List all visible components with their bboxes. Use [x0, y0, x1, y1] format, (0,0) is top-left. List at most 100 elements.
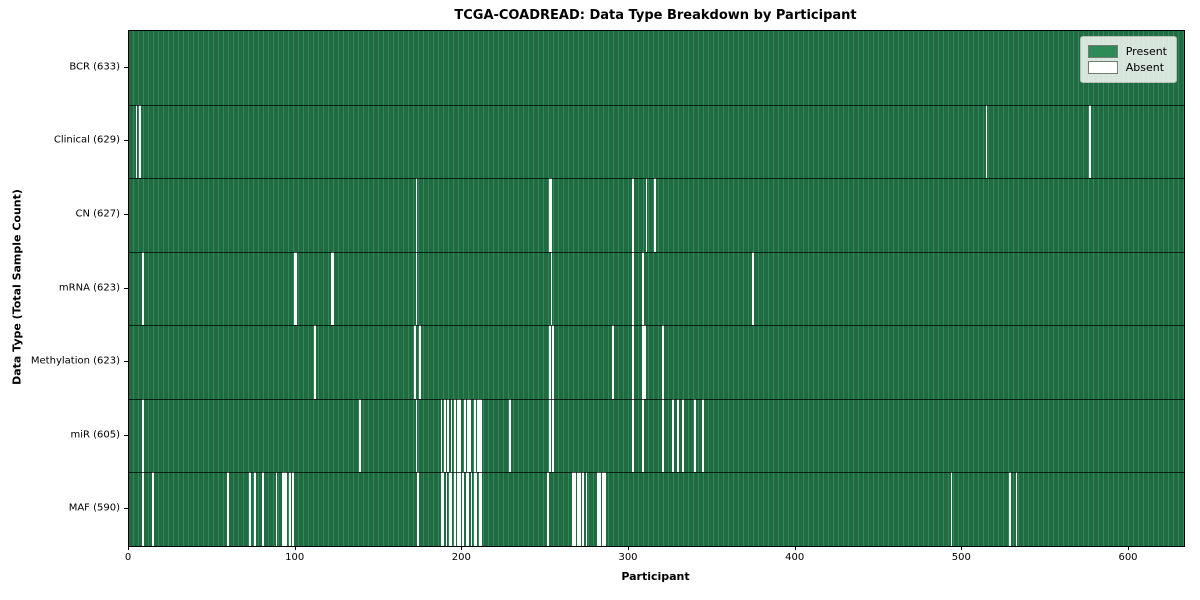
absent-stripe — [752, 251, 755, 326]
absent-stripe — [479, 398, 481, 473]
absent-stripe — [139, 104, 141, 179]
row-mrna — [129, 251, 1184, 326]
y-tick-mark — [124, 213, 128, 215]
absent-stripe — [549, 178, 551, 252]
absent-stripe — [359, 398, 361, 473]
absent-stripe — [645, 178, 648, 252]
row-separator — [129, 398, 1184, 400]
absent-stripe — [142, 251, 145, 326]
absent-stripe — [295, 251, 298, 326]
absent-stripe — [440, 398, 443, 473]
absent-stripe — [579, 472, 581, 546]
absent-stripe — [642, 251, 645, 326]
absent-stripe — [314, 325, 316, 399]
absent-stripe — [454, 398, 456, 473]
absent-stripe — [457, 472, 460, 546]
absent-stripe — [597, 472, 600, 546]
absent-stripe — [480, 472, 483, 546]
absent-stripe — [289, 472, 291, 546]
absent-stripe — [275, 472, 278, 546]
absent-stripe — [552, 398, 555, 473]
present-swatch-icon — [1087, 45, 1118, 58]
row-separator — [129, 251, 1184, 253]
absent-stripe — [1015, 472, 1018, 546]
absent-stripe — [474, 398, 476, 473]
row-separator — [129, 178, 1184, 180]
absent-stripe — [332, 251, 335, 326]
absent-stripe — [414, 325, 416, 399]
absent-stripe — [549, 325, 551, 399]
y-tick-label-bcr: BCR (633) — [69, 61, 120, 73]
absent-stripe — [465, 472, 468, 546]
x-tick-mark — [461, 546, 463, 550]
absent-stripe — [662, 398, 665, 473]
absent-stripe — [415, 398, 418, 473]
absent-stripe — [479, 472, 481, 546]
x-tick-label-600: 600 — [1118, 552, 1138, 563]
absent-stripe — [294, 251, 296, 326]
absent-stripe — [254, 472, 256, 546]
legend-label-present: Present — [1125, 45, 1167, 58]
x-tick-mark — [1128, 546, 1129, 550]
absent-stripe — [292, 472, 295, 546]
x-tick-mark — [794, 546, 796, 550]
absent-stripe — [1089, 104, 1091, 179]
row-maf — [129, 472, 1184, 546]
absent-stripe — [642, 325, 645, 399]
absent-stripe — [632, 325, 635, 399]
absent-stripe — [550, 178, 553, 252]
absent-stripe — [702, 398, 705, 473]
legend: Present Absent — [1079, 36, 1177, 83]
absent-stripe — [142, 398, 145, 473]
absent-stripe — [474, 472, 476, 546]
absent-stripe — [417, 472, 420, 546]
absent-stripe — [419, 325, 421, 399]
absent-stripe — [262, 472, 265, 546]
legend-item-absent: Absent — [1087, 61, 1167, 74]
absent-stripe — [604, 472, 606, 546]
absent-stripe — [602, 472, 605, 546]
absent-stripe — [694, 398, 696, 473]
absent-stripe — [415, 251, 418, 326]
y-tick-mark — [124, 66, 128, 68]
absent-stripe — [459, 472, 461, 546]
absent-stripe — [950, 472, 953, 546]
absent-swatch-icon — [1087, 61, 1118, 74]
row-cn — [129, 178, 1184, 252]
absent-stripe — [1009, 472, 1011, 546]
y-tick-label-maf: MAF (590) — [68, 502, 120, 514]
absent-stripe — [227, 472, 230, 546]
absent-stripe — [644, 325, 646, 399]
absent-stripe — [654, 178, 656, 252]
absent-stripe — [469, 398, 471, 473]
y-tick-mark — [124, 287, 128, 289]
x-tick-mark — [961, 546, 963, 550]
absent-stripe — [577, 472, 580, 546]
absent-stripe — [572, 472, 575, 546]
absent-stripe — [284, 472, 286, 546]
absent-stripe — [454, 472, 456, 546]
absent-stripe — [330, 251, 333, 326]
x-tick-mark — [628, 546, 629, 550]
absent-stripe — [632, 251, 635, 326]
absent-stripe — [285, 472, 288, 546]
absent-stripe — [582, 472, 585, 546]
absent-stripe — [442, 472, 445, 546]
absent-stripe — [475, 472, 478, 546]
y-tick-mark — [124, 361, 128, 363]
absent-stripe — [444, 398, 446, 473]
x-tick-label-200: 200 — [451, 552, 471, 563]
absent-stripe — [547, 472, 550, 546]
x-tick-label-300: 300 — [618, 552, 638, 563]
absent-stripe — [574, 472, 576, 546]
absent-stripe — [457, 398, 460, 473]
y-tick-label-cn: CN (627) — [75, 208, 120, 220]
absent-stripe — [612, 325, 615, 399]
y-tick-label-mir: miR (605) — [70, 429, 120, 441]
absent-stripe — [152, 472, 155, 546]
absent-stripe — [142, 472, 145, 546]
row-separator — [129, 325, 1184, 327]
y-tick-label-mrna: mRNA (623) — [58, 282, 120, 293]
y-tick-label-clinical: Clinical (629) — [53, 134, 120, 146]
absent-stripe — [682, 398, 685, 473]
